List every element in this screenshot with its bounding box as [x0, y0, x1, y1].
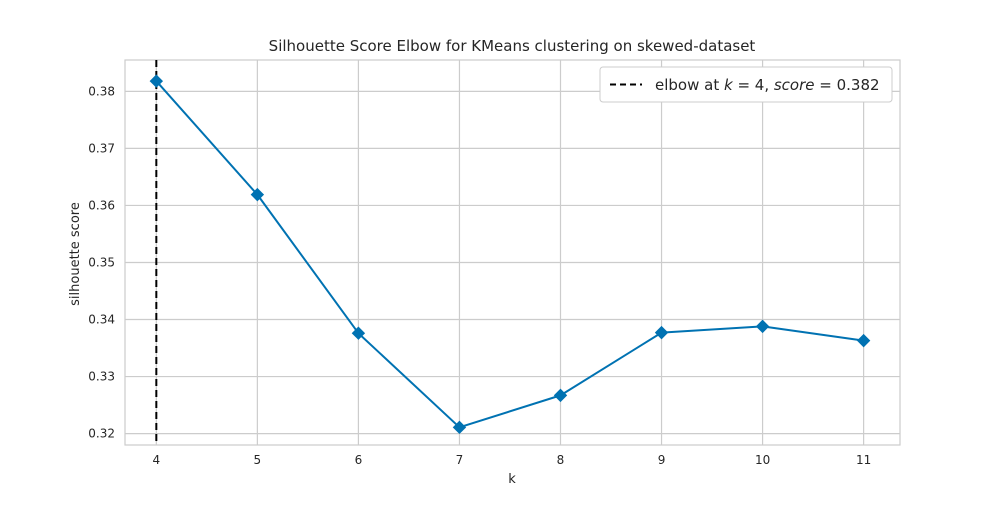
series-layer: [149, 74, 871, 435]
legend-label: elbow at k = 4, score = 0.382: [655, 76, 880, 94]
grid-lines: [125, 60, 900, 445]
x-axis-label: k: [508, 472, 516, 487]
x-tick-label: 4: [153, 453, 161, 467]
data-point-k7: [452, 420, 467, 435]
data-point-k11: [856, 333, 871, 348]
chart-title: Silhouette Score Elbow for KMeans cluste…: [269, 37, 756, 55]
legend-score-symbol: score: [774, 76, 815, 94]
plot-frame: [124, 59, 901, 446]
data-point-k9: [654, 325, 669, 340]
score-series-line: [155, 80, 864, 429]
data-point-k10: [755, 319, 770, 334]
y-axis-label: silhouette score: [68, 202, 83, 306]
y-tick-label: 0.33: [88, 370, 115, 384]
tick-labels: 4 5 6 7 8 9 10 11 0.32 0.33 0.34 0.35 0.36 0.37 0.38: [88, 84, 871, 467]
y-tick-label: 0.36: [88, 198, 115, 212]
y-tick-label: 0.38: [88, 84, 115, 98]
y-tick-label: 0.32: [88, 427, 115, 441]
x-tick-label: 5: [254, 453, 262, 467]
x-tick-label: 7: [456, 453, 464, 467]
x-tick-label: 6: [355, 453, 363, 467]
legend-prefix: elbow at: [655, 76, 724, 94]
x-tick-label: 10: [755, 453, 770, 467]
x-tick-label: 11: [856, 453, 871, 467]
data-point-k6: [351, 326, 366, 340]
y-tick-label: 0.34: [88, 313, 115, 327]
legend-score-value: = 0.382: [815, 76, 880, 94]
legend-k-value: = 4,: [733, 76, 774, 94]
x-tick-label: 8: [557, 453, 565, 467]
x-tick-label: 9: [658, 453, 666, 467]
data-point-k4: [149, 74, 164, 88]
legend: elbow at k = 4, score = 0.382: [599, 66, 893, 103]
y-tick-label: 0.35: [88, 255, 115, 269]
legend-box: [599, 66, 893, 103]
data-point-k8: [553, 388, 568, 403]
legend-k-symbol: k: [724, 76, 734, 94]
data-point-k5: [250, 187, 265, 202]
y-tick-label: 0.37: [88, 141, 115, 155]
